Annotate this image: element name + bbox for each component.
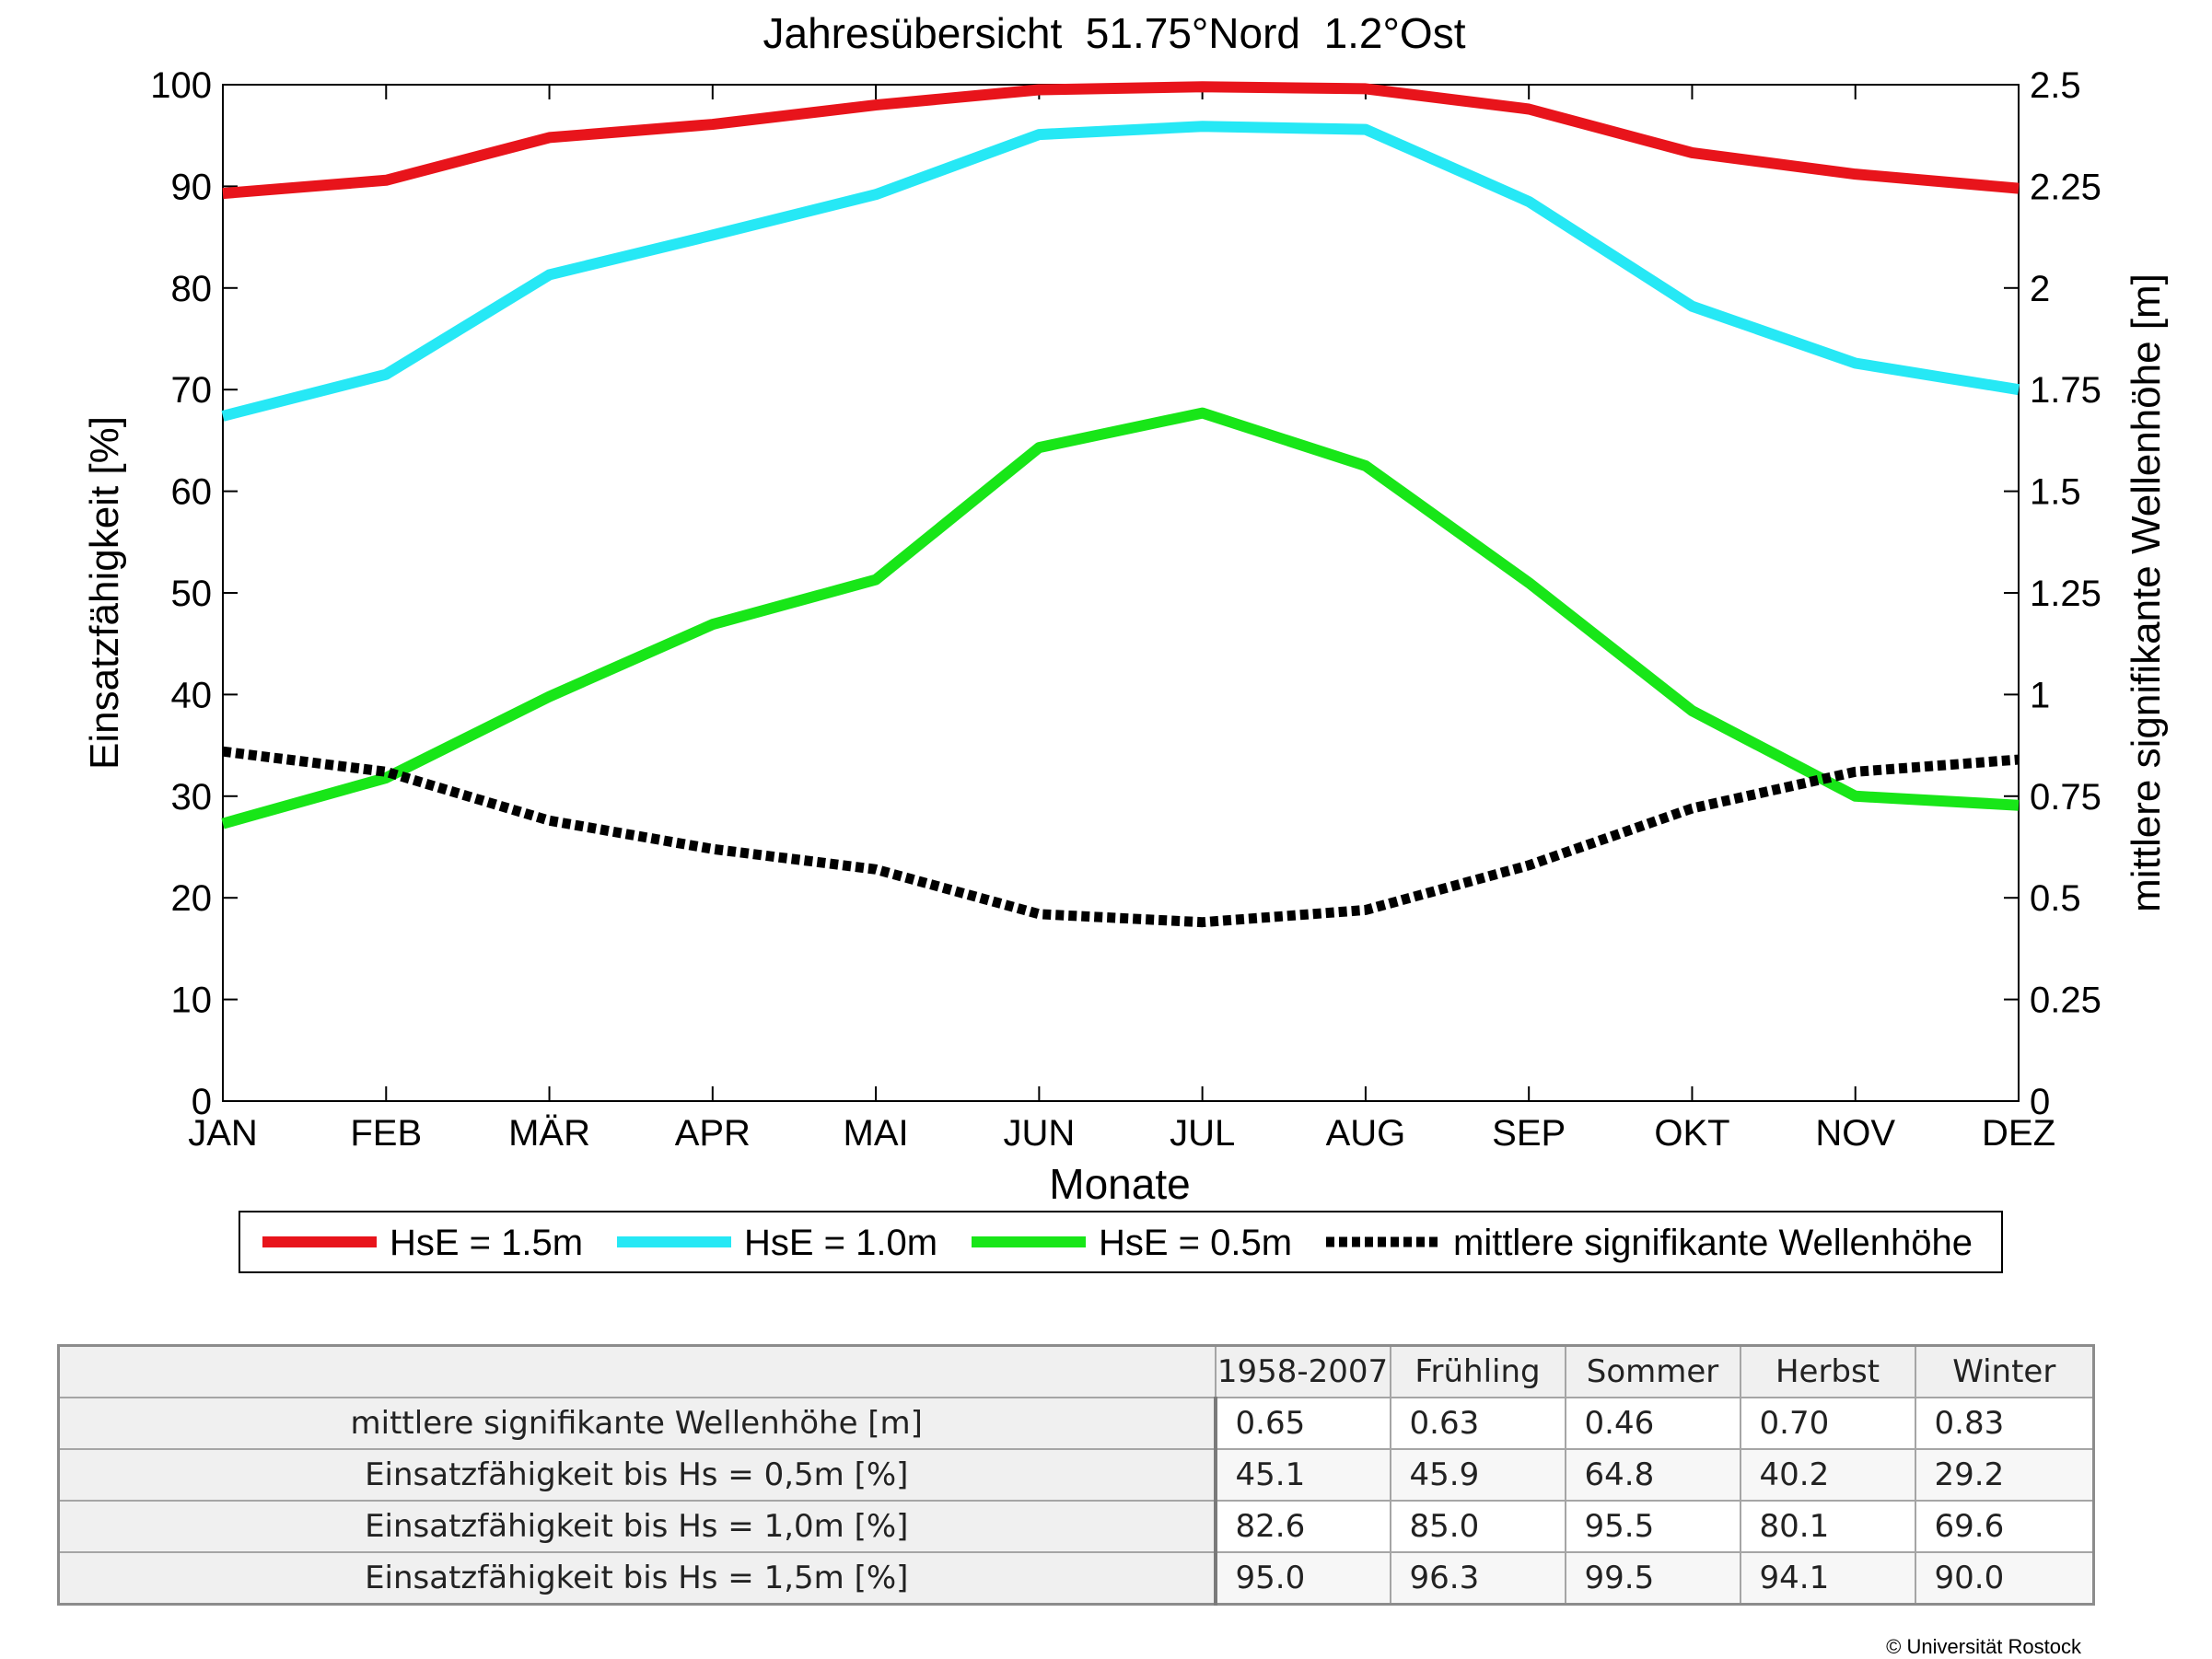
y-tick-label-left: 60 xyxy=(171,472,213,513)
plot-area xyxy=(223,85,2019,1101)
table-cell: 45.9 xyxy=(1391,1449,1566,1501)
table-cell: 45.1 xyxy=(1216,1449,1391,1501)
y-tick-label-right: 2.25 xyxy=(2030,167,2101,207)
x-tick-label: MÄR xyxy=(508,1113,590,1154)
column-header: Frühling xyxy=(1391,1346,1566,1398)
table-cell: 29.2 xyxy=(1915,1449,2094,1501)
row-header: mittlere signifikante Wellenhöhe [m] xyxy=(59,1398,1216,1449)
table-row: Einsatzfähigkeit bis Hs = 1,0m [%] 82.6 … xyxy=(59,1501,2094,1552)
y-tick-label-left: 20 xyxy=(171,878,213,919)
x-tick-label: DEZ xyxy=(1982,1113,2055,1154)
table-cell: 96.3 xyxy=(1391,1552,1566,1605)
series-line-0 xyxy=(223,87,2019,193)
y-tick-label-left: 50 xyxy=(171,574,213,614)
y-tick-label-left: 40 xyxy=(171,675,213,715)
legend-items: HsE = 1.5m HsE = 1.0m HsE = 0.5m mittlere s… xyxy=(262,1223,1973,1263)
x-tick-label: AUG xyxy=(1326,1113,1406,1154)
table-row: Einsatzfähigkeit bis Hs = 1,5m [%] 95.0 … xyxy=(59,1552,2094,1605)
table-row: Einsatzfähigkeit bis Hs = 0,5m [%] 45.1 … xyxy=(59,1449,2094,1501)
table-cell: 0.63 xyxy=(1391,1398,1566,1449)
x-tick-label: SEP xyxy=(1492,1113,1566,1154)
column-header: Winter xyxy=(1915,1346,2094,1398)
x-tick-label: MAI xyxy=(844,1113,909,1154)
table-cell: 82.6 xyxy=(1216,1501,1391,1552)
y-tick-label-right: 0.5 xyxy=(2030,878,2081,919)
row-header: Einsatzfähigkeit bis Hs = 0,5m [%] xyxy=(59,1449,1216,1501)
chart: Jahresübersicht 51.75°Nord 1.2°Ost 01020… xyxy=(0,0,2212,1307)
series-line-3 xyxy=(223,751,2019,922)
x-tick-label: OKT xyxy=(1654,1113,1729,1154)
table-row: mittlere signifikante Wellenhöhe [m] 0.6… xyxy=(59,1398,2094,1449)
table-cell: 94.1 xyxy=(1740,1552,1915,1605)
legend: HsE = 1.5m HsE = 1.0m HsE = 0.5m mittlere s… xyxy=(239,1212,2002,1272)
table-cell: 69.6 xyxy=(1915,1501,2094,1552)
table-cell: 99.5 xyxy=(1566,1552,1740,1605)
y-tick-label-left: 100 xyxy=(150,65,212,106)
y-tick-label-right: 1.75 xyxy=(2030,370,2101,411)
y-tick-label-left: 80 xyxy=(171,269,213,309)
column-header: Sommer xyxy=(1566,1346,1740,1398)
table-corner-cell xyxy=(59,1346,1216,1398)
y-tick-label-right: 0.25 xyxy=(2030,980,2101,1021)
y-tick-label-right: 2.5 xyxy=(2030,65,2081,106)
table-cell: 0.65 xyxy=(1216,1398,1391,1449)
table-cell: 80.1 xyxy=(1740,1501,1915,1552)
series-line-2 xyxy=(223,413,2019,824)
x-tick-label: APR xyxy=(675,1113,751,1154)
x-axis-label: Monate xyxy=(1049,1160,1190,1208)
legend-label: HsE = 0.5m xyxy=(1099,1223,1292,1263)
x-tick-label: JUN xyxy=(1003,1113,1075,1154)
chart-title: Jahresübersicht 51.75°Nord 1.2°Ost xyxy=(763,9,1466,57)
column-header: Herbst xyxy=(1740,1346,1915,1398)
table-cell: 95.0 xyxy=(1216,1552,1391,1605)
y-tick-label-left: 90 xyxy=(171,167,213,207)
x-tick-label: NOV xyxy=(1815,1113,1895,1154)
y-axis-label-right: mittlere signifikante Wellenhöhe [m] xyxy=(2124,273,2169,912)
table-cell: 64.8 xyxy=(1566,1449,1740,1501)
summary-table: 1958-2007 Frühling Sommer Herbst Winter … xyxy=(57,1344,2095,1606)
y-tick-label-left: 70 xyxy=(171,370,213,411)
y-tick-label-right: 2 xyxy=(2030,269,2050,309)
copyright-notice: © Universität Rostock xyxy=(1886,1635,2081,1659)
series-layer xyxy=(223,87,2019,922)
table-cell: 90.0 xyxy=(1915,1552,2094,1605)
table-cell: 85.0 xyxy=(1391,1501,1566,1552)
y-tick-label-left: 30 xyxy=(171,777,213,818)
legend-label: mittlere signifikante Wellenhöhe xyxy=(1453,1223,1973,1263)
row-header: Einsatzfähigkeit bis Hs = 1,5m [%] xyxy=(59,1552,1216,1605)
x-axis: JAN FEB MÄR APR MAI JUN JUL AUG SEP OKT NOV DEZ xyxy=(188,85,2055,1154)
table-cell: 0.46 xyxy=(1566,1398,1740,1449)
y-tick-label-right: 1.25 xyxy=(2030,574,2101,614)
y-tick-label-left: 10 xyxy=(171,980,213,1021)
table-cell: 0.83 xyxy=(1915,1398,2094,1449)
legend-label: HsE = 1.0m xyxy=(744,1223,937,1263)
y-tick-label-right: 0.75 xyxy=(2030,777,2101,818)
y-tick-label-right: 1 xyxy=(2030,675,2050,715)
legend-label: HsE = 1.5m xyxy=(390,1223,583,1263)
table-header-row: 1958-2007 Frühling Sommer Herbst Winter xyxy=(59,1346,2094,1398)
x-tick-label: JAN xyxy=(188,1113,258,1154)
table-cell: 95.5 xyxy=(1566,1501,1740,1552)
table-cell: 0.70 xyxy=(1740,1398,1915,1449)
series-line-1 xyxy=(223,126,2019,416)
x-tick-label: FEB xyxy=(350,1113,422,1154)
y-tick-label-right: 1.5 xyxy=(2030,472,2081,513)
column-header: 1958-2007 xyxy=(1216,1346,1391,1398)
row-header: Einsatzfähigkeit bis Hs = 1,0m [%] xyxy=(59,1501,1216,1552)
y-axis-label-left: Einsatzfähigkeit [%] xyxy=(82,416,127,770)
x-tick-label: JUL xyxy=(1170,1113,1235,1154)
table-cell: 40.2 xyxy=(1740,1449,1915,1501)
